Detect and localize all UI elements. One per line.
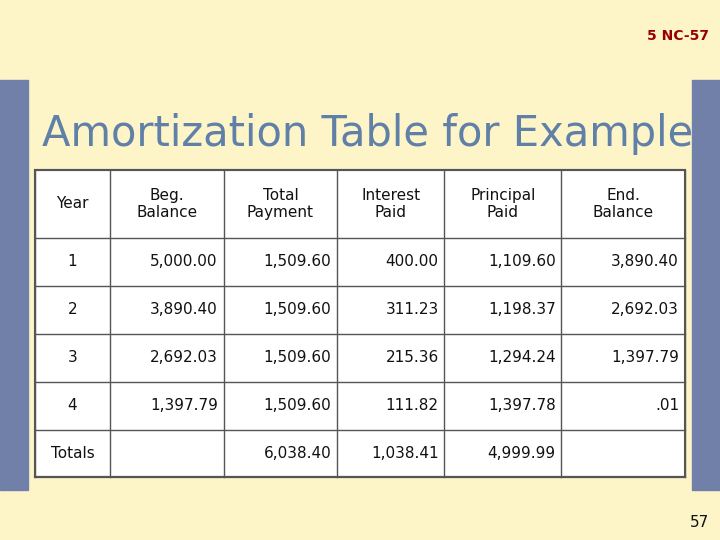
Text: 1,109.60: 1,109.60: [488, 254, 556, 269]
Text: 6,038.40: 6,038.40: [264, 446, 331, 461]
Text: 1,397.79: 1,397.79: [150, 398, 218, 413]
Text: 311.23: 311.23: [385, 302, 438, 317]
Text: End.
Balance: End. Balance: [593, 188, 654, 220]
Text: 5,000.00: 5,000.00: [150, 254, 218, 269]
Text: Amortization Table for Example: Amortization Table for Example: [42, 113, 693, 154]
Text: 1,397.78: 1,397.78: [488, 398, 556, 413]
Text: .01: .01: [655, 398, 679, 413]
Text: 1: 1: [68, 254, 77, 269]
Text: 3,890.40: 3,890.40: [611, 254, 679, 269]
Text: 1,509.60: 1,509.60: [264, 350, 331, 365]
Text: 3: 3: [68, 350, 78, 365]
Bar: [0, 80, 28, 490]
Text: 1,294.24: 1,294.24: [488, 350, 556, 365]
Text: 5 NC-57: 5 NC-57: [647, 29, 709, 43]
Text: Year: Year: [56, 197, 89, 211]
Text: 1,509.60: 1,509.60: [264, 254, 331, 269]
Text: Beg.
Balance: Beg. Balance: [136, 188, 197, 220]
Text: 400.00: 400.00: [386, 254, 438, 269]
Text: Principal
Paid: Principal Paid: [470, 188, 536, 220]
Text: Interest
Paid: Interest Paid: [361, 188, 420, 220]
Text: 3,890.40: 3,890.40: [150, 302, 218, 317]
Text: 1,038.41: 1,038.41: [371, 446, 438, 461]
Text: 1,198.37: 1,198.37: [488, 302, 556, 317]
Text: 111.82: 111.82: [386, 398, 438, 413]
Text: Total
Payment: Total Payment: [247, 188, 314, 220]
Bar: [35, 170, 685, 477]
Text: 2: 2: [68, 302, 77, 317]
Bar: [692, 80, 720, 490]
Text: 2,692.03: 2,692.03: [611, 302, 679, 317]
Text: 4: 4: [68, 398, 77, 413]
Text: 1,509.60: 1,509.60: [264, 398, 331, 413]
Text: 1,509.60: 1,509.60: [264, 302, 331, 317]
Text: 4,999.99: 4,999.99: [487, 446, 556, 461]
Text: Totals: Totals: [50, 446, 94, 461]
Text: 2,692.03: 2,692.03: [150, 350, 218, 365]
Text: 215.36: 215.36: [385, 350, 438, 365]
Text: 1,397.79: 1,397.79: [611, 350, 679, 365]
Text: 57: 57: [690, 515, 709, 530]
